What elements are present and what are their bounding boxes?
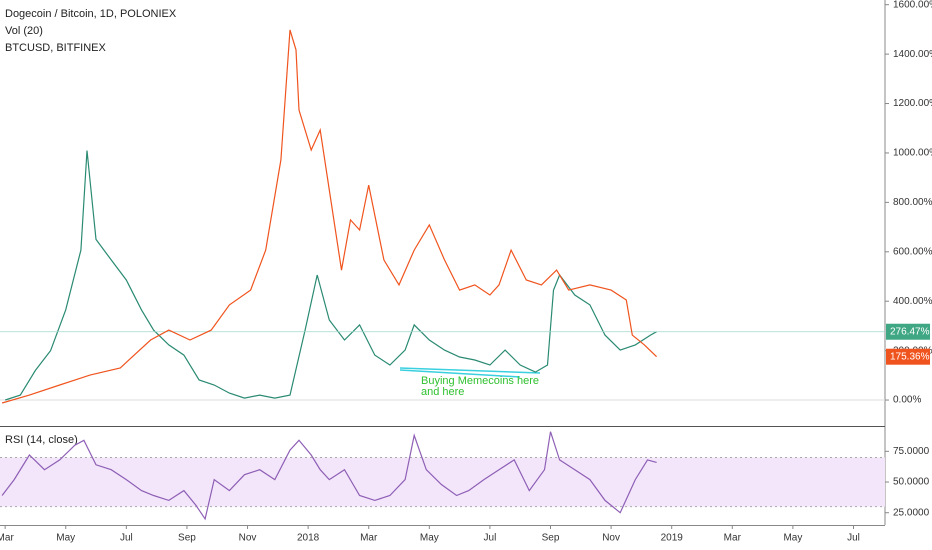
annotation-arrow: [399, 369, 521, 378]
series-line: [5, 150, 657, 401]
x-tick-label: Sep: [542, 533, 560, 544]
y-tick-label: 400.00%: [893, 296, 932, 307]
y-tick-label: 1600.00%: [893, 0, 932, 10]
legend-btc: BTCUSD, BITFINEX: [5, 42, 107, 54]
x-tick-label: Nov: [602, 533, 620, 544]
y-tick-label: 1000.00%: [893, 148, 932, 159]
y-tick-label: 600.00%: [893, 246, 932, 257]
y-tick-label: 75.0000: [893, 446, 930, 457]
x-tick-label: Jul: [847, 533, 860, 544]
y-tick-label: 1200.00%: [893, 98, 932, 109]
x-tick-label: Jul: [484, 533, 497, 544]
x-tick-label: Mar: [360, 533, 378, 544]
legend-vol: Vol (20): [5, 25, 43, 37]
annotation-arrow: [399, 367, 541, 374]
y-tick-label: 25.0000: [893, 507, 930, 518]
series-line: [1, 431, 657, 521]
x-tick-label: Sep: [178, 533, 196, 544]
x-tick-label: Mar: [0, 533, 14, 544]
annotation: Buying Memecoins here: [421, 375, 539, 387]
series-line: [1, 29, 658, 404]
y-tick-label: 1400.00%: [893, 49, 932, 60]
x-tick-label: Nov: [239, 533, 257, 544]
annotation: and here: [421, 386, 464, 398]
legend-rsi: RSI (14, close): [5, 434, 78, 446]
x-tick-label: 2019: [661, 533, 684, 544]
x-tick-label: May: [783, 533, 802, 544]
last-price-box: [886, 348, 930, 365]
y-tick-label: 800.00%: [893, 197, 932, 208]
x-tick-label: 2018: [297, 533, 320, 544]
legend-main: Dogecoin / Bitcoin, 1D, POLONIEX: [5, 8, 177, 20]
y-tick-label: 0.00%: [893, 395, 921, 406]
last-price-label: 276.47%: [890, 326, 930, 337]
y-tick-label: 50.0000: [893, 477, 930, 488]
last-price-label: 175.36%: [890, 351, 930, 362]
rsi-band: [0, 457, 885, 507]
x-tick-label: May: [420, 533, 439, 544]
x-tick-label: May: [56, 533, 75, 544]
x-tick-label: Mar: [724, 533, 742, 544]
last-price-box: [886, 323, 930, 340]
x-tick-label: Jul: [120, 533, 133, 544]
